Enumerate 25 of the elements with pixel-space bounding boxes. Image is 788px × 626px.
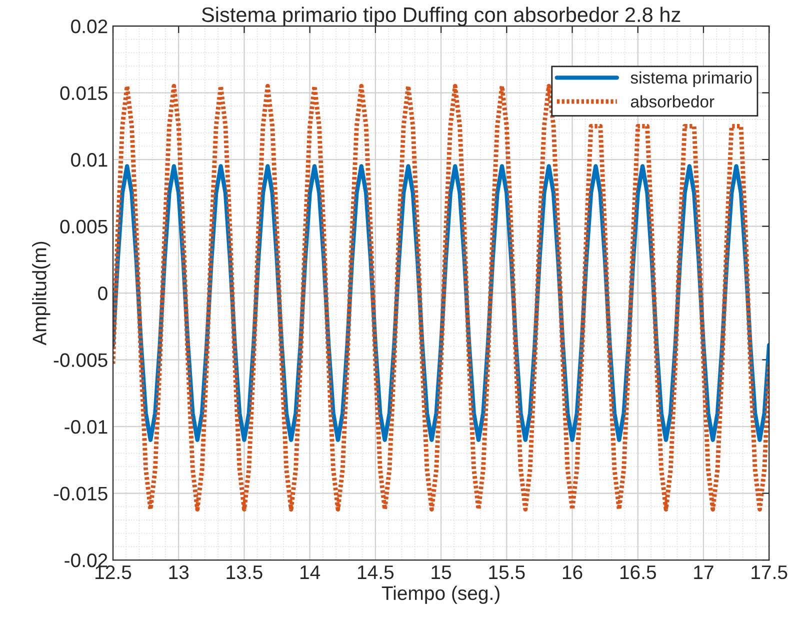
x-tick-label: 13 — [169, 565, 189, 580]
y-tick-label: -0.005 — [54, 353, 108, 368]
x-tick-label: 17.5 — [752, 566, 788, 580]
x-axis-title: Tiempo (seg.) — [382, 586, 500, 604]
y-tick-label: -0.02 — [64, 553, 108, 568]
y-tick-label: 0 — [98, 286, 108, 300]
y-tick-label: 0.015 — [60, 86, 108, 100]
chart-title: Sistema primario tipo Duffing con absorbedor 2.8 hz — [202, 6, 680, 26]
x-tick-label: 13.5 — [226, 565, 262, 580]
x-tick-label: 17 — [694, 566, 714, 579]
x-tick-label: 12.5 — [96, 565, 132, 580]
x-tick-label: 14.5 — [358, 566, 394, 580]
x-tick-label: 15 — [432, 566, 452, 580]
y-tick-label: 0.02 — [71, 20, 108, 34]
y-tick-label: 0.01 — [71, 153, 108, 167]
x-tick-label: 14 — [300, 566, 320, 579]
legend-label: absorbedor — [630, 95, 714, 108]
x-tick-label: 15.5 — [489, 566, 525, 580]
y-axis-title: Amplitud(m) — [32, 242, 50, 346]
y-tick-label: -0.01 — [64, 420, 108, 434]
legend-label: sistema primario — [630, 71, 752, 87]
y-tick-label: -0.015 — [54, 486, 108, 501]
x-tick-label: 16 — [562, 565, 582, 580]
y-tick-label: 0.005 — [60, 220, 108, 234]
x-tick-label: 16.5 — [620, 565, 656, 580]
